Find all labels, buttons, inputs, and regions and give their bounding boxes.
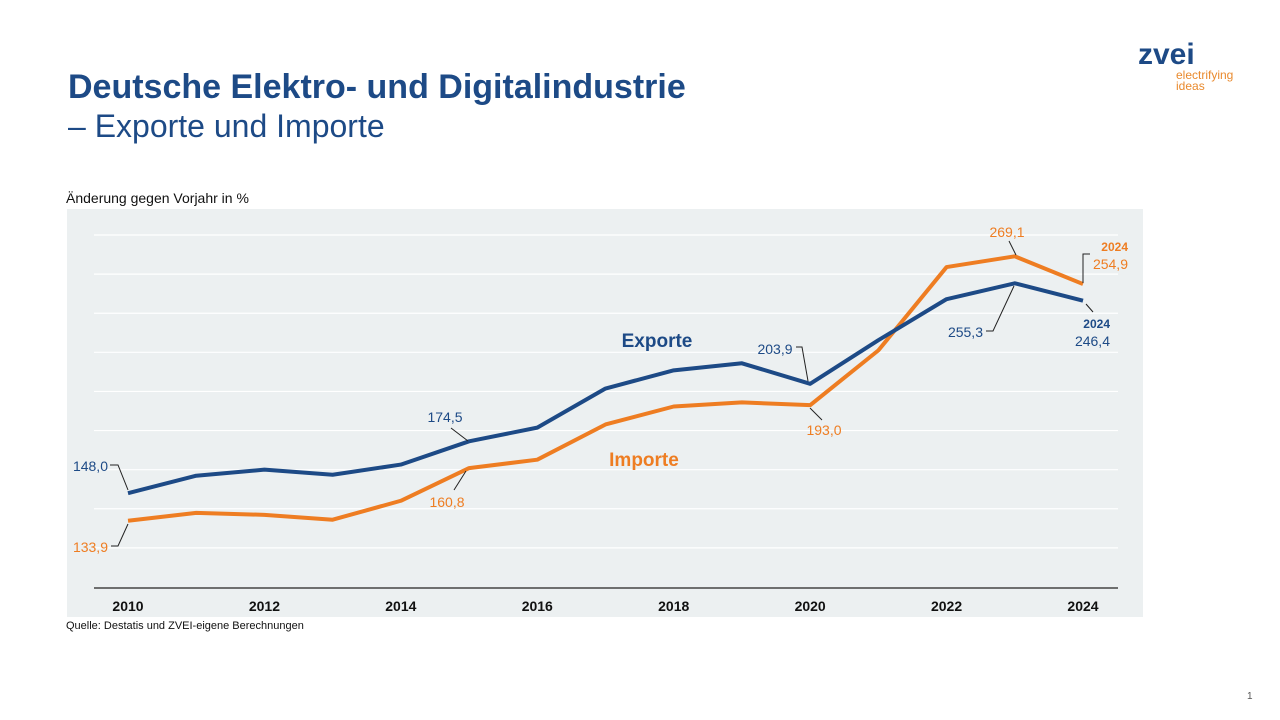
plot-background [67,209,1143,617]
annotation-value: 254,9 [1093,256,1128,272]
x-tick-label: 2016 [522,598,553,614]
source-note: Quelle: Destatis und ZVEI-eigene Berechn… [66,620,304,632]
annotation-value: 133,9 [73,539,108,555]
series-line-exports [127,281,1084,496]
annotation-leader-line [809,407,823,421]
annotation-leader-line [111,523,129,547]
annotation-leader-line [1008,240,1017,256]
x-tick-label: 2018 [658,598,689,614]
x-tick-label: 2014 [385,598,416,614]
x-tick-label: 2020 [795,598,826,614]
page-number: 1 [1247,691,1253,702]
annotation-year: 2024 [1101,240,1128,254]
x-tick-label: 2012 [249,598,280,614]
x-tick-label: 2024 [1067,598,1098,614]
x-tick-label: 2010 [112,598,143,614]
annotation-value: 203,9 [757,341,792,357]
series-label: Exporte [622,331,693,352]
logo-tagline-1: electrifying [1176,68,1234,82]
annotation-value: 148,0 [73,458,108,474]
annotation-leader-line [796,346,809,382]
annotation-value: 160,8 [429,494,464,510]
annotation-leader-line [110,464,129,491]
series-label: Importe [609,450,679,471]
series-line-imports [127,254,1084,523]
annotation-value: 269,1 [989,224,1024,240]
y-axis-label: Änderung gegen Vorjahr in % [66,190,249,206]
logo-wordmark: zvei [1138,38,1195,71]
annotation-value: 193,0 [806,422,841,438]
annotation-year: 2024 [1083,317,1110,331]
page-subtitle: – Exporte und Importe [68,108,385,144]
annotation-leader-line [1085,303,1094,313]
annotation-value: 246,4 [1075,333,1110,349]
annotation-leader-line [453,470,467,491]
annotation-leader-line [986,285,1015,332]
zvei-logo: zvei electrifying ideas [1138,38,1234,93]
logo-tagline-2: ideas [1176,79,1205,93]
annotation-value: 255,3 [948,324,983,340]
annotation-leader-line [1082,253,1090,283]
x-tick-label: 2022 [931,598,962,614]
page-title: Deutsche Elektro- und Digitalindustrie [68,68,686,106]
annotation-value: 174,5 [427,409,462,425]
annotation-leader-line [450,427,469,442]
